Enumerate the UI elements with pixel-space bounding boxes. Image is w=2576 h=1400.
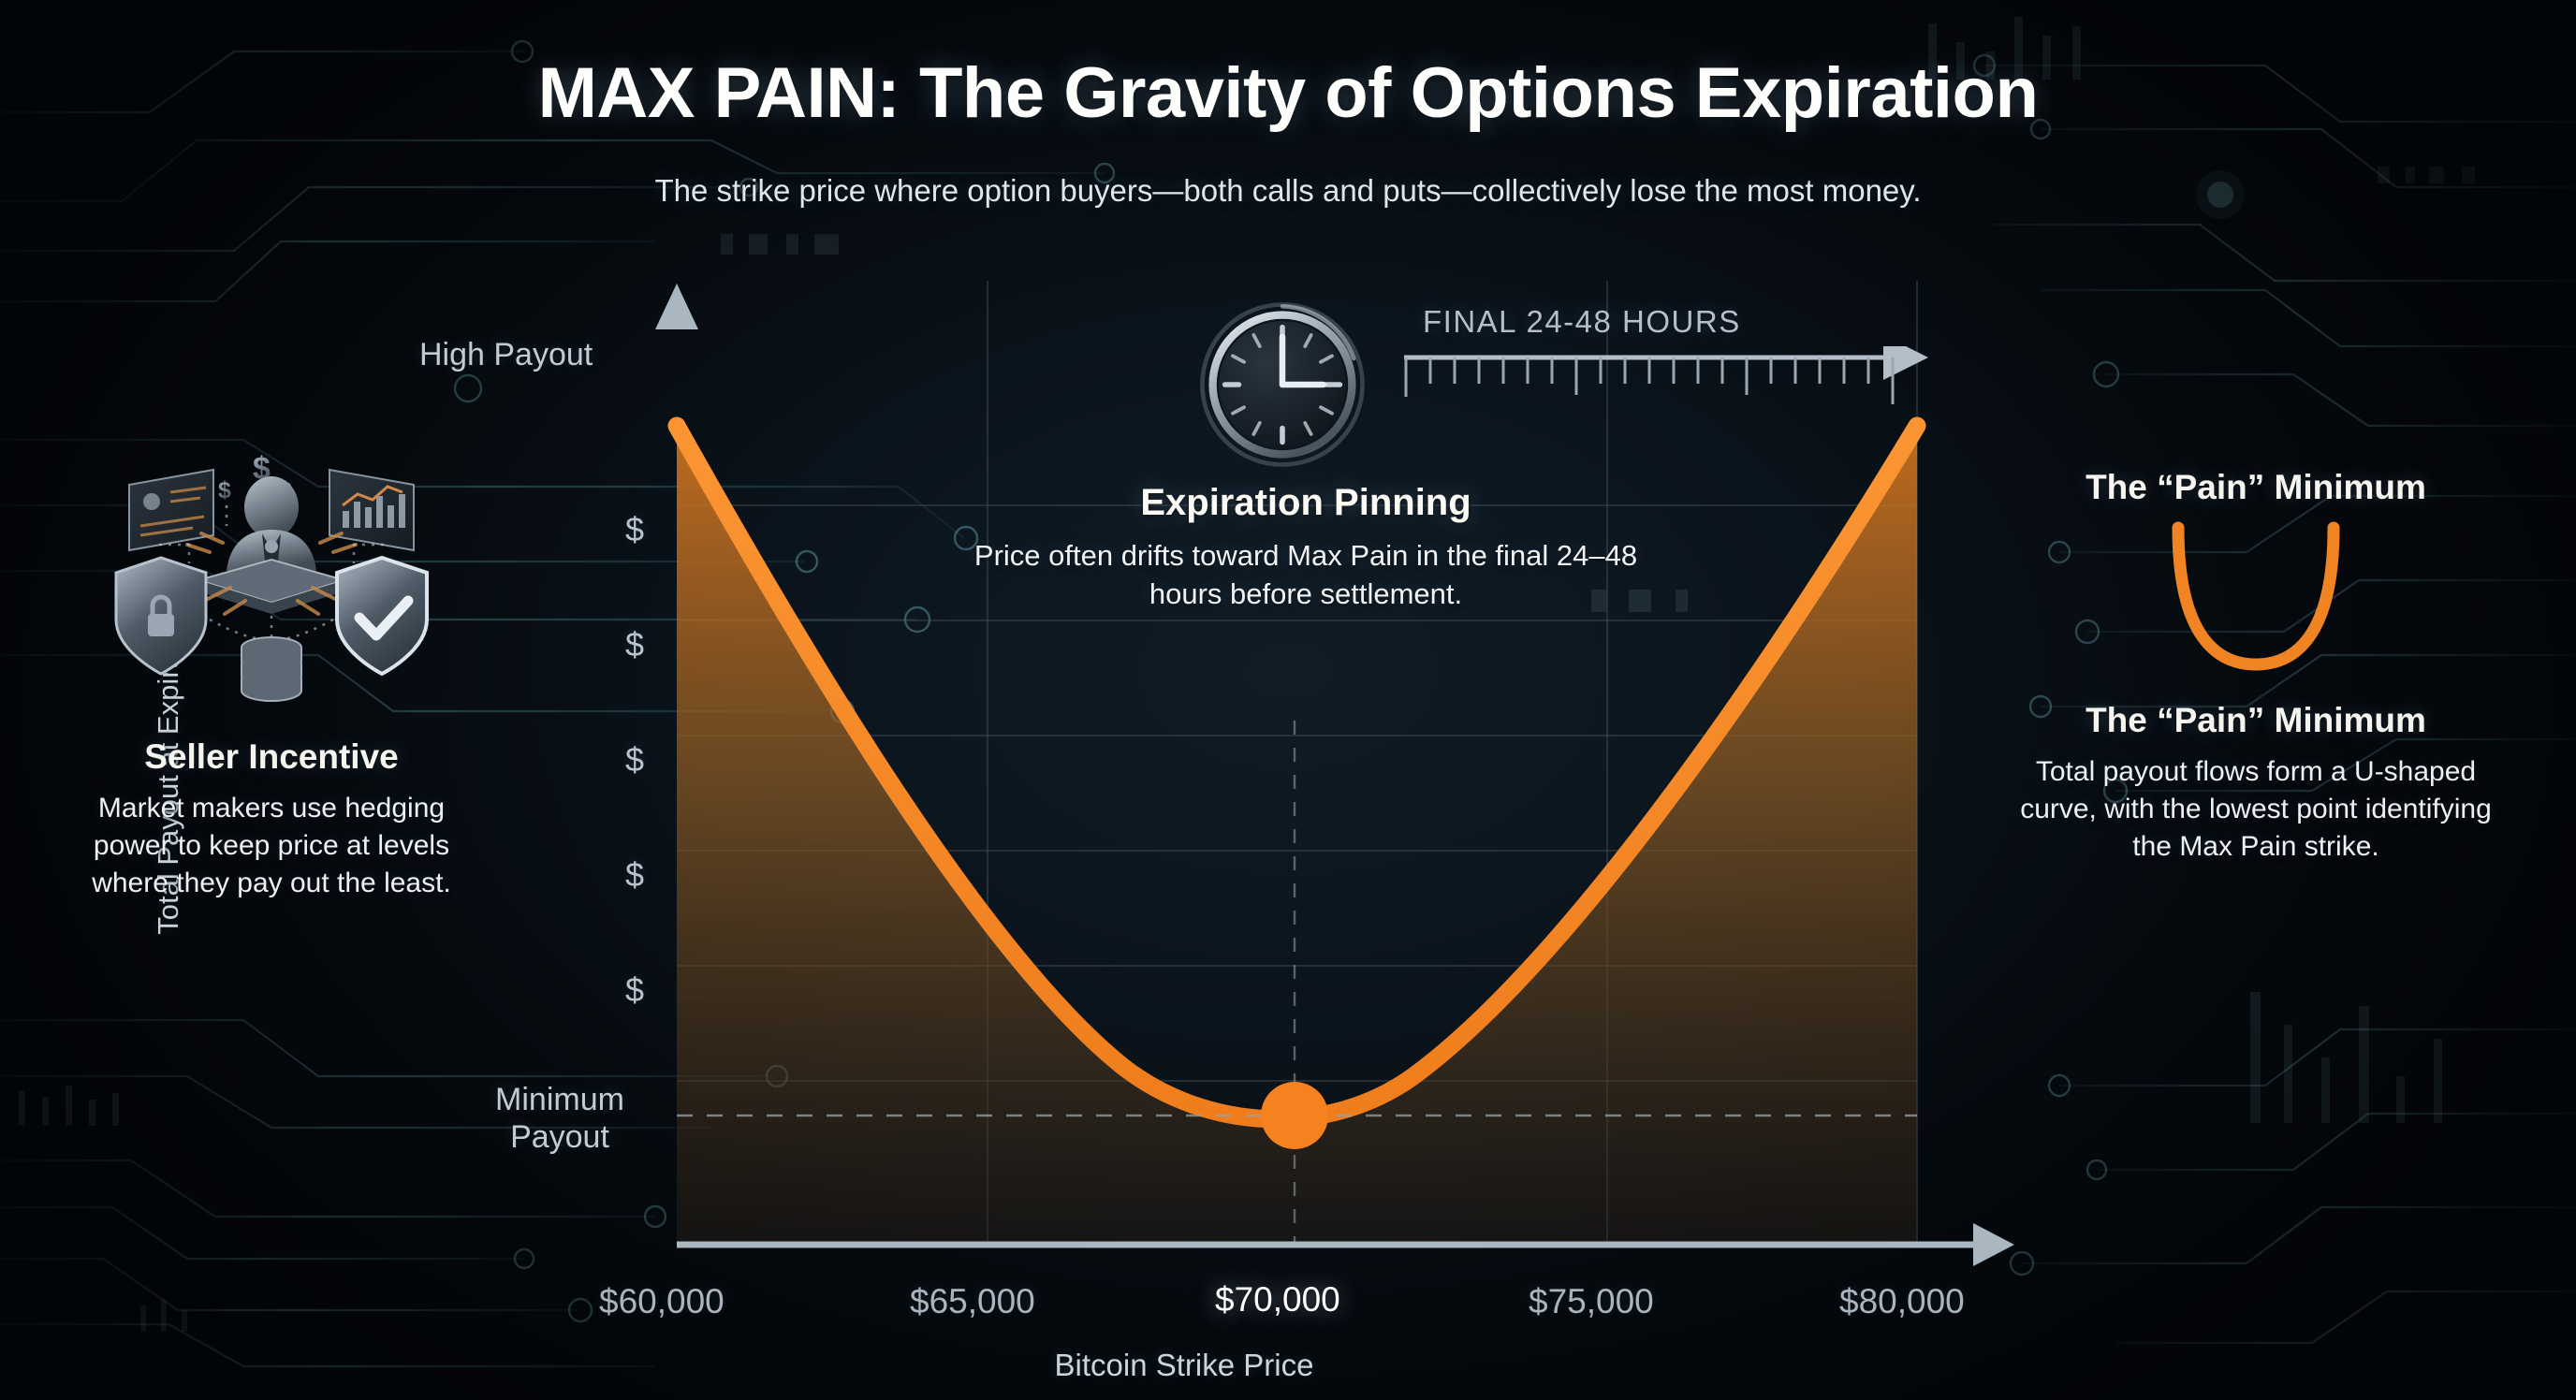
x-tick-label-60000: $60,000	[599, 1282, 724, 1320]
y-axis-bottom-label-line2: Payout	[510, 1119, 609, 1156]
y-tick-label: $	[625, 510, 645, 548]
x-tick-label-70000: $70,000	[1215, 1280, 1340, 1319]
max-pain-point	[1261, 1082, 1328, 1149]
database-icon	[241, 636, 302, 702]
timeline-label: FINAL 24-48 HOURS	[1423, 304, 1741, 339]
y-axis-bottom-label: Minimum Payout	[466, 1081, 653, 1156]
seller-incentive-panel: $ $ $	[56, 440, 487, 902]
x-tick-label-80000: $80,000	[1839, 1282, 1965, 1320]
panel-left-title: Seller Incentive	[144, 737, 399, 776]
timeline-ruler-arrow-icon	[1404, 346, 1928, 404]
x-tick-label-75000: $75,000	[1529, 1282, 1654, 1320]
y-tick-label: $	[625, 740, 645, 779]
y-axis-bottom-label-line1: Minimum	[495, 1082, 624, 1117]
trader-hedging-network-icon: $ $ $	[114, 451, 429, 702]
platform	[195, 558, 348, 614]
panel-right-body: Total payout flows form a U-shaped curve…	[2020, 756, 2492, 862]
panel-left-body: Market makers use hedging power to keep …	[92, 793, 451, 898]
expiration-pinning-callout: Expiration Pinning Price often drifts to…	[936, 482, 1676, 614]
y-tick-label: $	[625, 970, 645, 1009]
svg-text:$: $	[218, 477, 231, 503]
trader-screen-right	[329, 468, 415, 552]
y-tick-label: $	[625, 855, 645, 894]
y-axis-arrow-icon	[655, 284, 698, 329]
clock-icon	[1200, 302, 1365, 467]
payout-area-fill	[677, 426, 1917, 1245]
u-curve-icon	[2172, 521, 2340, 671]
panel-right-title-top: The “Pain” Minimum	[2086, 468, 2426, 506]
panel-right-title: The “Pain” Minimum	[2086, 701, 2426, 739]
callout-body: Price often drifts toward Max Pain in th…	[973, 539, 1638, 610]
callout-title: Expiration Pinning	[1140, 482, 1471, 523]
check-shield-icon	[335, 555, 429, 677]
x-tick-label-65000: $65,000	[910, 1282, 1035, 1320]
pain-minimum-panel: The “Pain” Minimum The “Pain” Minimum To…	[2012, 468, 2499, 866]
x-axis-title: Bitcoin Strike Price	[1054, 1348, 1314, 1382]
y-axis-top-label: High Payout	[419, 337, 593, 372]
page-subtitle: The strike price where option buyers—bot…	[654, 173, 1922, 208]
page-title: MAX PAIN: The Gravity of Options Expirat…	[537, 53, 2039, 133]
chart-axes	[655, 284, 2014, 1266]
trader-screen-left	[128, 468, 214, 552]
trader-figure	[227, 476, 316, 571]
lock-shield-icon	[114, 556, 208, 676]
x-axis-arrow-icon	[1973, 1223, 2014, 1266]
y-tick-label: $	[625, 625, 645, 664]
